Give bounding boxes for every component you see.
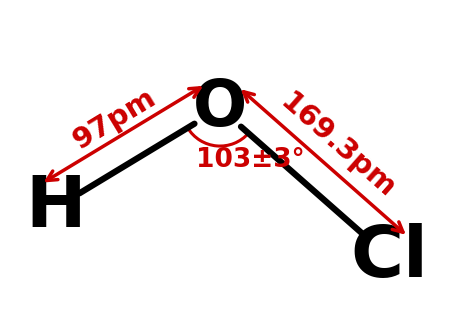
Text: Cl: Cl (350, 223, 427, 292)
Text: H: H (25, 173, 86, 242)
Text: O: O (192, 77, 247, 139)
Text: 97pm: 97pm (68, 83, 160, 155)
Text: 103±3°: 103±3° (195, 147, 304, 173)
Text: 169.3pm: 169.3pm (274, 88, 400, 204)
